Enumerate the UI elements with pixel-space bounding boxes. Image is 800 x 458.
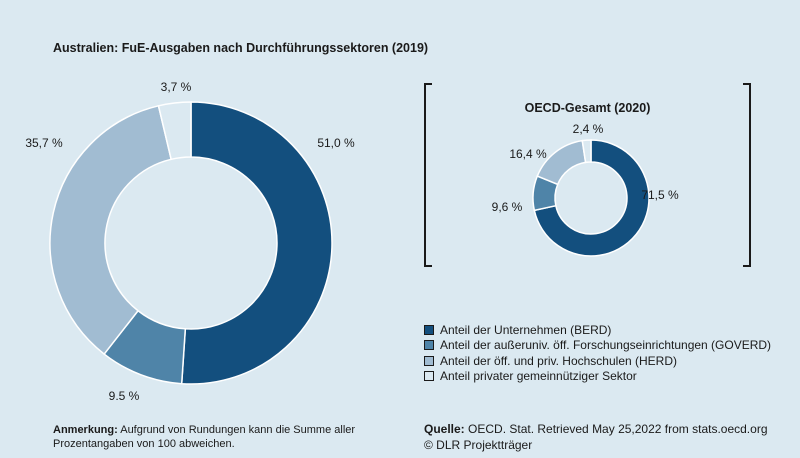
chart-title: Australien: FuE-Ausgaben nach Durchführu… xyxy=(53,41,429,55)
australia-data-label: 9,5 % xyxy=(109,389,140,400)
australia-slice-berd xyxy=(180,101,333,385)
legend-label: Anteil privater gemeinnütziger Sektor xyxy=(440,369,637,384)
footnote-text: Aufgrund von Rundungen kann die Summe al… xyxy=(53,424,356,450)
oecd-data-label: 16,4 % xyxy=(509,147,547,161)
oecd-slice-berd xyxy=(533,139,650,257)
legend-swatch xyxy=(424,355,434,366)
source-text: OECD. Stat. Retrieved May 25,2022 from s… xyxy=(464,422,768,436)
legend-item-herd: Anteil der öff. und priv. Hochschulen (H… xyxy=(424,353,771,369)
australia-donut-chart: 51,0 % 9,5 % 35,7 % 3,7 % xyxy=(25,80,355,400)
australia-slice-herd xyxy=(49,104,173,356)
source-label: Quelle: xyxy=(424,422,465,436)
legend-item-goverd: Anteil der außeruniv. öff. Forschungsein… xyxy=(424,338,771,354)
legend-label: Anteil der Unternehmen (BERD) xyxy=(440,322,612,337)
australia-data-label: 51,0 % xyxy=(317,136,355,150)
oecd-data-label: 9,6 % xyxy=(492,200,523,214)
legend-swatch xyxy=(424,340,434,351)
legend-label: Anteil der außeruniv. öff. Forschungsein… xyxy=(440,338,772,353)
australia-slice-private xyxy=(157,101,192,161)
legend-label: Anteil der öff. und priv. Hochschulen (H… xyxy=(440,353,677,368)
oecd-data-label: 2,4 % xyxy=(573,122,604,136)
oecd-data-label: 71,5 % xyxy=(641,188,679,202)
oecd-slice-private xyxy=(581,139,592,164)
source: Quelle: OECD. Stat. Retrieved May 25,202… xyxy=(424,421,768,453)
oecd-donut-chart: 71,5 % 9,6 % 16,4 % 2,4 % xyxy=(492,122,679,257)
legend-swatch xyxy=(424,371,434,382)
footnote: Anmerkung: Aufgrund von Rundungen kann d… xyxy=(53,423,383,451)
legend-item-private: Anteil privater gemeinnütziger Sektor xyxy=(424,369,771,385)
australia-data-label: 35,7 % xyxy=(25,136,63,150)
footnote-label: Anmerkung: xyxy=(53,424,118,436)
legend-swatch xyxy=(424,324,434,335)
australia-data-label: 3,7 % xyxy=(161,80,192,94)
oecd-frame xyxy=(424,83,751,267)
legend: Anteil der Unternehmen (BERD) Anteil der… xyxy=(424,322,771,384)
legend-item-berd: Anteil der Unternehmen (BERD) xyxy=(424,322,771,338)
oecd-chart-title: OECD-Gesamt (2020) xyxy=(524,101,651,115)
copyright: © DLR Projektträger xyxy=(424,438,533,452)
